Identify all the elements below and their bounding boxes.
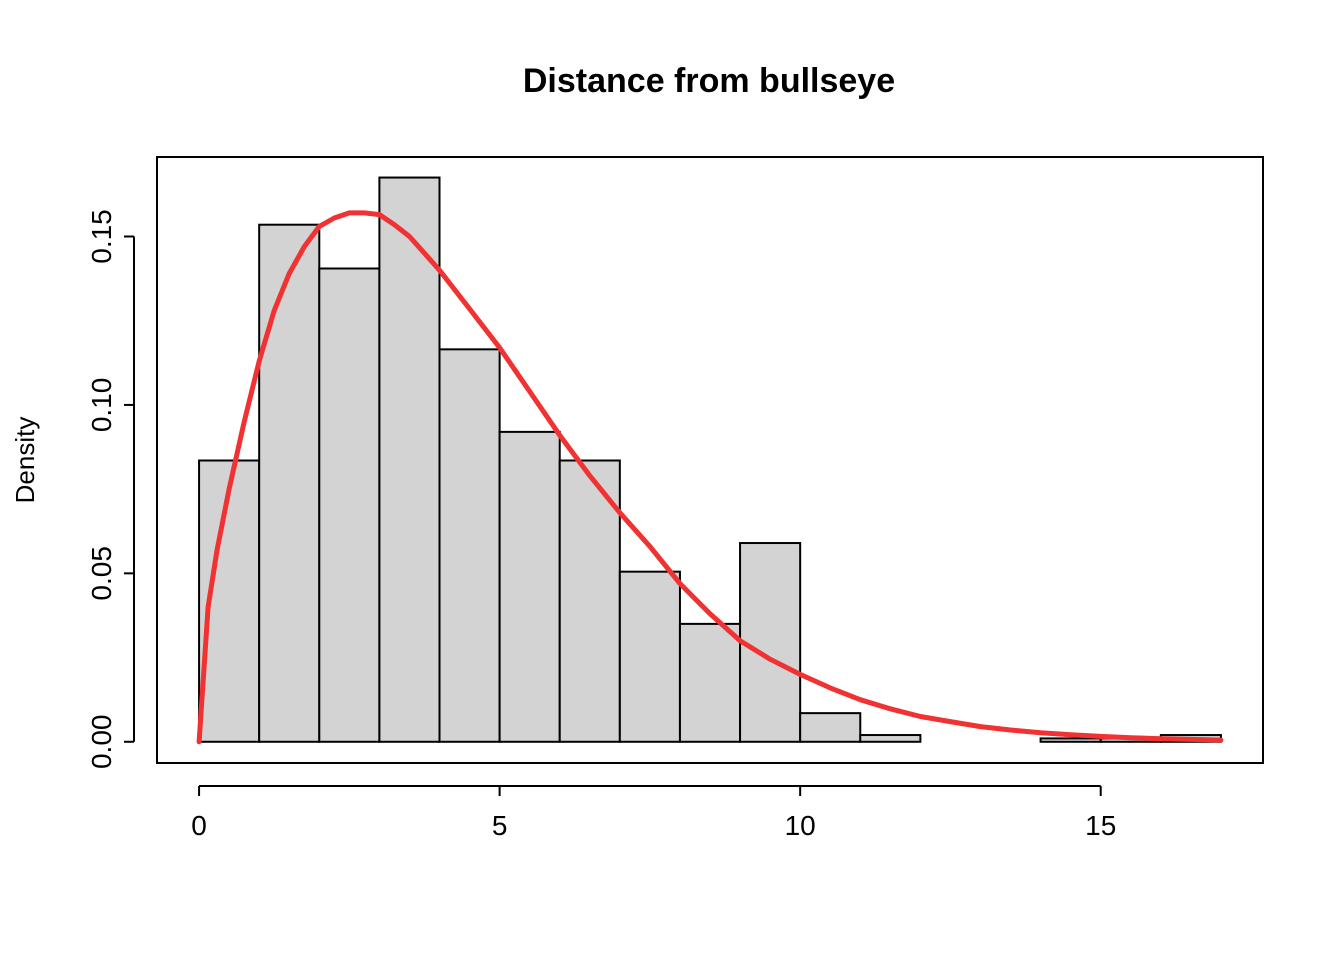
x-tick-label-0: 0 xyxy=(191,810,207,841)
histogram-bar-2 xyxy=(318,267,381,743)
y-axis-label: Density xyxy=(10,417,40,504)
histogram-bar-1 xyxy=(258,223,321,743)
x-tick-label-10: 10 xyxy=(785,810,816,841)
plot-frame xyxy=(156,156,1264,764)
histogram-bar-11 xyxy=(859,734,922,743)
y-tick-label-0.05: 0.05 xyxy=(86,546,117,601)
histogram-bar-6 xyxy=(558,459,621,743)
histogram-bar-10 xyxy=(799,712,862,743)
density-curve xyxy=(196,210,1224,745)
x-tick-label-5: 5 xyxy=(492,810,508,841)
histogram-bar-3 xyxy=(378,176,441,743)
histogram-bar-5 xyxy=(498,430,561,743)
axes: 0 5 10 15 0.00 0.05 0.10 0.15 xyxy=(86,209,1116,841)
histogram-bar-7 xyxy=(618,570,681,743)
y-tick-label-0.10: 0.10 xyxy=(86,378,117,433)
y-tick-label-0.15: 0.15 xyxy=(86,209,117,264)
chart-title: Distance from bullseye xyxy=(523,62,895,100)
histogram-bar-9 xyxy=(739,542,802,743)
x-tick-label-15: 15 xyxy=(1085,810,1116,841)
histogram-bars xyxy=(198,176,1222,743)
density-curve-layer xyxy=(196,210,1224,745)
histogram-bar-8 xyxy=(678,622,742,743)
y-tick-label-0.00: 0.00 xyxy=(86,715,117,770)
histogram-bar-4 xyxy=(438,348,501,743)
histogram-bar-14 xyxy=(1039,737,1102,743)
